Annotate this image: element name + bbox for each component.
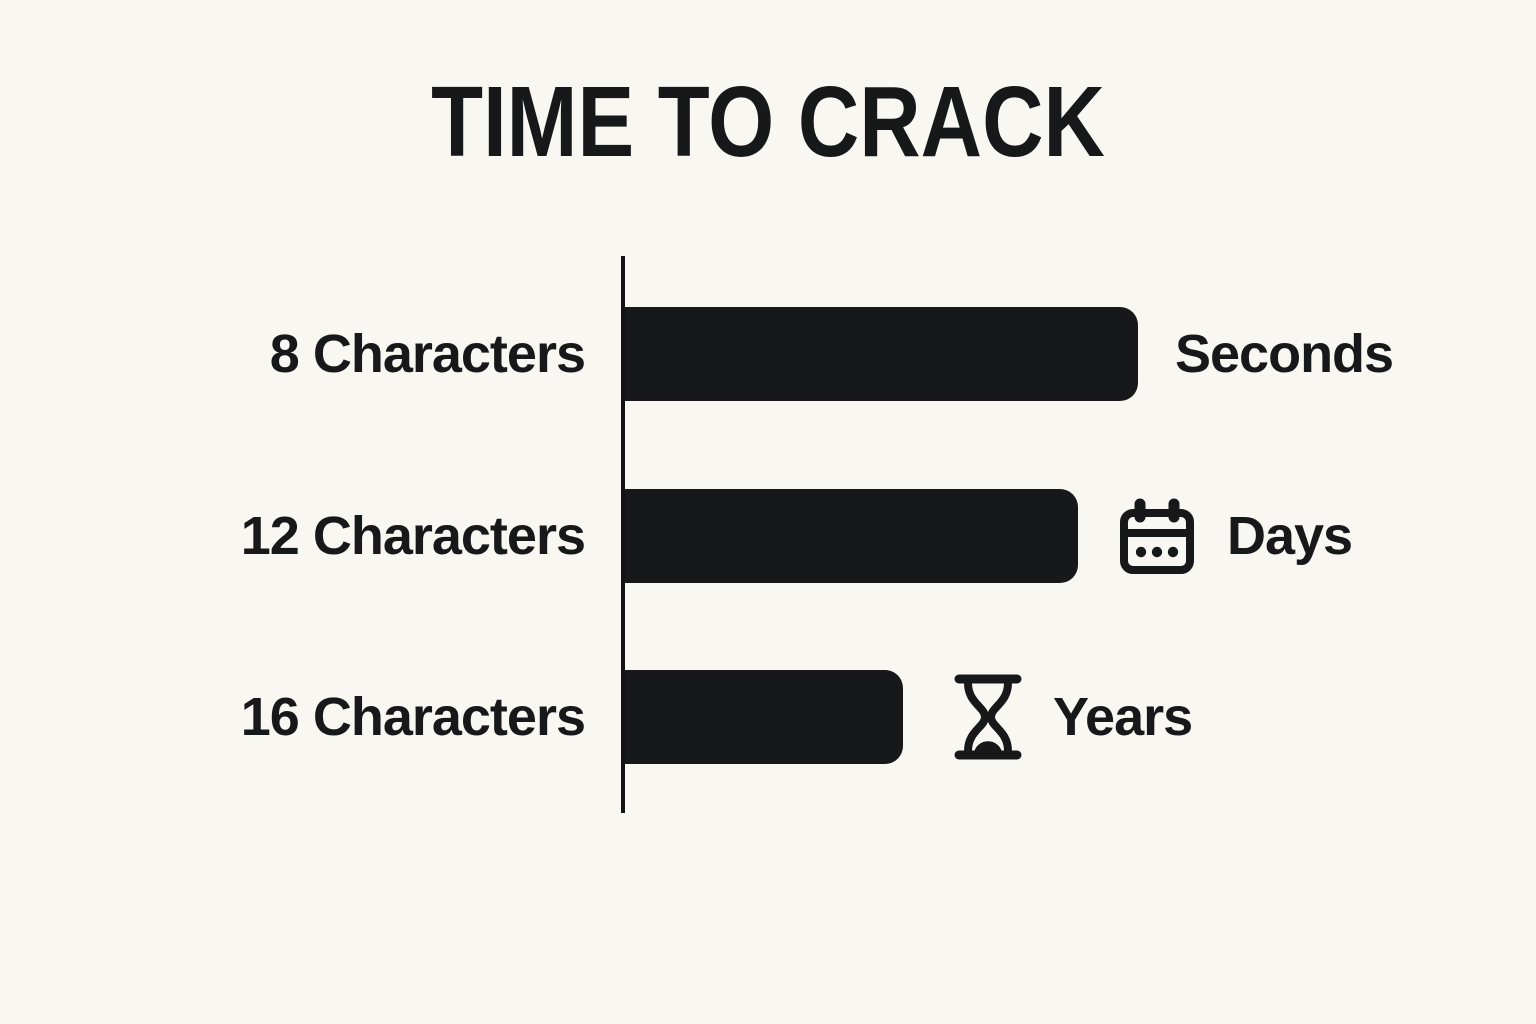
category-label: 8 Characters bbox=[269, 324, 586, 384]
bar-annotation: Seconds bbox=[1175, 307, 1394, 401]
value-label: Seconds bbox=[1175, 324, 1394, 384]
bar bbox=[625, 670, 903, 764]
category-label: 12 Characters bbox=[240, 506, 586, 566]
value-label: Days bbox=[1227, 506, 1353, 566]
bar bbox=[625, 489, 1078, 583]
calendar-icon bbox=[1117, 496, 1197, 576]
bar-row-12-characters: 12 Characters Days bbox=[0, 489, 1536, 583]
value-label: Years bbox=[1053, 687, 1193, 747]
bar-row-8-characters: 8 Characters Seconds bbox=[0, 307, 1536, 401]
hourglass-icon bbox=[953, 673, 1023, 761]
chart-title: TIME TO CRACK bbox=[431, 66, 1105, 178]
bar bbox=[625, 307, 1138, 401]
bar-annotation: Years bbox=[953, 670, 1193, 764]
y-axis-baseline bbox=[621, 256, 625, 813]
category-label: 16 Characters bbox=[240, 687, 586, 747]
bar-row-16-characters: 16 Characters Years bbox=[0, 670, 1536, 764]
bar-annotation: Days bbox=[1117, 489, 1353, 583]
